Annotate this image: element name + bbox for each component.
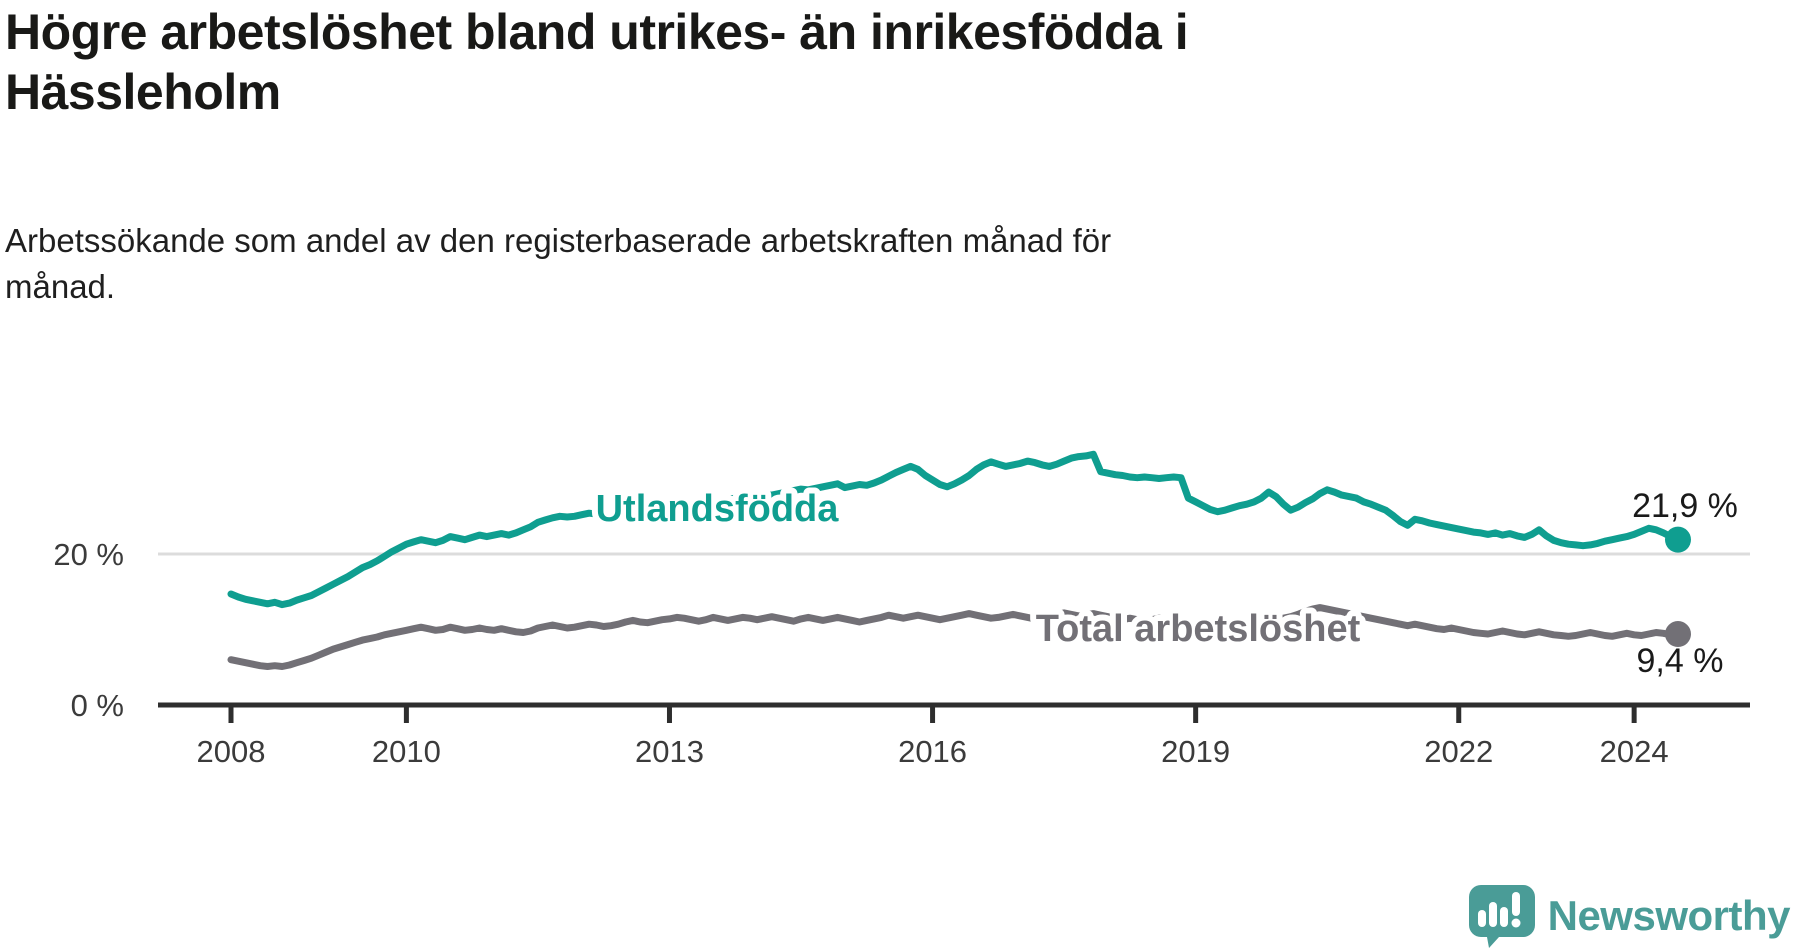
logo-exclamation-bar xyxy=(1511,892,1520,916)
end-value-label-total: 9,4 % xyxy=(1637,642,1724,680)
logo-exclamation-dot xyxy=(1511,918,1521,928)
series-line-utlandsfodda xyxy=(227,450,1682,609)
series-label-total: Total arbetslöshet xyxy=(1036,608,1361,650)
end-value-label-utlandsfodda: 21,9 % xyxy=(1632,487,1738,525)
x-axis-label-2010: 2010 xyxy=(372,734,441,769)
series-end-dot-total xyxy=(1664,621,1691,648)
y-axis-label-0: 0 % xyxy=(71,688,124,723)
x-axis-label-2019: 2019 xyxy=(1161,734,1230,769)
x-axis-label-2013: 2013 xyxy=(635,734,704,769)
logo-bar-3 xyxy=(1499,907,1508,927)
page-subtitle: Arbetssökande som andel av den registerb… xyxy=(5,222,1112,305)
x-axis-label-2008: 2008 xyxy=(197,734,266,769)
y-axis-label-20: 20 % xyxy=(53,537,124,572)
newsworthy-logo-text: Newsworthy xyxy=(1547,892,1791,939)
series-end-dot-utlandsfodda xyxy=(1664,526,1691,553)
newsworthy-logo: Newsworthy xyxy=(1468,884,1791,948)
logo-bar-1 xyxy=(1477,910,1486,927)
page-title: Högre arbetslöshet bland utrikes- än inr… xyxy=(5,4,1189,120)
x-axis-label-2024: 2024 xyxy=(1600,734,1669,769)
newsworthy-logo-icon xyxy=(1468,885,1535,948)
x-axis-label-2022: 2022 xyxy=(1424,734,1493,769)
series-line-total xyxy=(227,604,1682,670)
series-label-utlandsfodda: Utlandsfödda xyxy=(596,488,840,530)
logo-bar-2 xyxy=(1488,902,1497,927)
x-axis-label-2016: 2016 xyxy=(898,734,967,769)
